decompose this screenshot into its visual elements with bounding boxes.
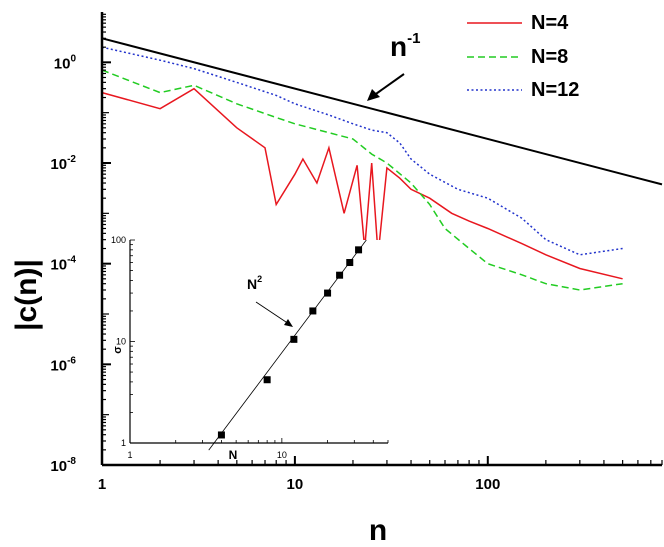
slope-annotation-label: n-1	[390, 30, 420, 62]
inset-y-tick-label: 1	[121, 438, 126, 448]
inset-x-axis-title: N	[229, 448, 238, 462]
x-tick-label: 1	[98, 476, 106, 493]
inset-x-tick-label: 10	[277, 450, 287, 460]
slope-annotation-arrow	[372, 73, 405, 97]
series-line-n4	[101, 87, 623, 280]
inset-data-point	[217, 431, 225, 439]
inset-plot: 1 10 1 10 100 Nσ N2	[111, 235, 389, 462]
inset-data-point	[346, 259, 354, 267]
inset-data-point	[324, 289, 332, 297]
x-tick-label: 10	[287, 476, 304, 493]
legend-label-n8: N=8	[531, 46, 568, 68]
inset-y-tick-label: 100	[111, 235, 126, 245]
x-axis-title: n	[369, 514, 387, 547]
inset-data-point	[290, 335, 298, 343]
legend-label-n12: N=12	[531, 79, 579, 101]
y-tick-label: 10-8	[50, 456, 76, 475]
y-tick-label: 10-6	[50, 355, 76, 374]
series-line-reference	[101, 37, 663, 186]
inset-slope-annotation-arrow	[255, 301, 290, 325]
inset-x-tick-label: 1	[127, 450, 132, 460]
inset-slope-annotation-arrowhead	[284, 319, 293, 327]
inset-background	[130, 240, 388, 443]
series-line-n8	[101, 69, 623, 291]
y-axis-title: |c(n)|	[10, 259, 43, 331]
y-tick-label: 100	[54, 53, 77, 72]
inset-data-point	[336, 271, 344, 279]
inset-y-tick-label: 10	[116, 337, 126, 347]
inset-data-point	[263, 376, 271, 384]
legend-label-n4: N=4	[531, 12, 569, 34]
inset-slope-annotation-label: N2	[247, 274, 262, 292]
y-tick-label: 10-4	[50, 255, 76, 274]
y-tick-label: 10-2	[50, 154, 76, 173]
series-line-n12	[101, 46, 623, 256]
inset-data-point	[309, 307, 317, 315]
slope-annotation-arrowhead	[367, 89, 380, 101]
inset-y-axis-title: σ	[112, 346, 124, 354]
main-plot: 1 10 100 100 10-2 10-4 10-6 10-8 n |c(n)| N=4 N=8 N=…	[10, 12, 663, 547]
inset-data-point	[355, 246, 363, 254]
x-tick-label: 100	[475, 476, 500, 493]
